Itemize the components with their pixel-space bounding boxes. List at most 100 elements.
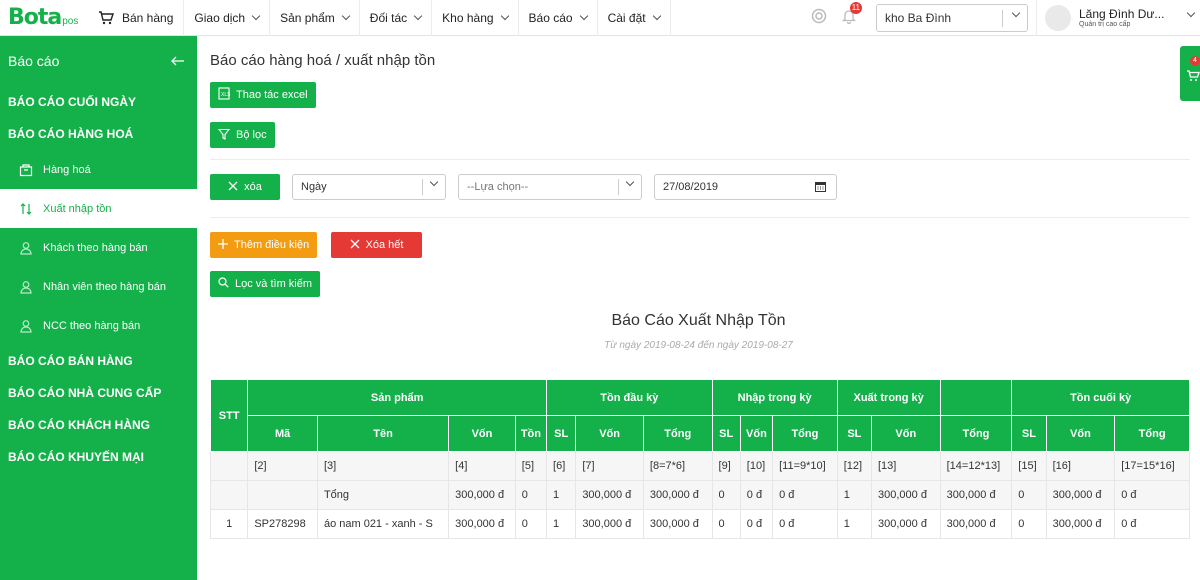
svg-text:XLS: XLS xyxy=(221,92,230,98)
add-condition-button[interactable]: Thêm điều kiện xyxy=(210,232,318,258)
date-input[interactable]: 27/08/2019 xyxy=(654,174,837,200)
chevron-down-icon xyxy=(579,11,588,21)
sidebar-item-customers-by-goods[interactable]: Khách theo hàng bán xyxy=(0,228,197,267)
cart-icon xyxy=(98,10,114,25)
table-cell: [5] xyxy=(514,451,548,481)
table-cell: 300,000 đ xyxy=(642,480,713,510)
sidebar-section-suppliers[interactable]: BÁO CÁO NHÀ CUNG CẤP xyxy=(8,386,162,400)
sub-header-cell: Tổng xyxy=(1114,415,1190,452)
table-cell: 300,000 đ xyxy=(575,480,644,510)
sidebar-section-end-of-day[interactable]: BÁO CÁO CUỐI NGÀY xyxy=(8,95,137,109)
sub-header-cell: Vốn xyxy=(575,415,644,452)
sidebar-item-label: Nhân viên theo hàng bán xyxy=(43,280,166,293)
user-role: Quản trị cao cấp xyxy=(1079,21,1131,28)
sidebar-item-staff-by-goods[interactable]: Nhân viên theo hàng bán xyxy=(0,267,197,306)
user-icon xyxy=(19,280,33,294)
calendar-icon[interactable] xyxy=(815,181,826,195)
table-cell: [15] xyxy=(1011,451,1047,481)
table-cell: 0 đ xyxy=(739,509,774,539)
chevron-down-icon xyxy=(251,11,261,21)
store-select[interactable]: kho Ba Đình xyxy=(876,3,1028,32)
table-cell: [12] xyxy=(836,451,873,481)
nav-settings[interactable]: Cài đặt xyxy=(596,0,671,36)
support-button[interactable] xyxy=(804,0,834,36)
sub-header-cell: Mã xyxy=(247,415,318,452)
nav-transactions[interactable]: Giao dịch xyxy=(183,0,269,36)
nav-products[interactable]: Sản phẩm xyxy=(269,0,359,36)
table-cell xyxy=(209,451,249,481)
table-cell: [4] xyxy=(448,451,516,481)
table-cell: 0 đ xyxy=(1114,480,1190,510)
sub-header-cell: Tổng xyxy=(642,415,713,452)
period-select[interactable]: Ngày xyxy=(292,174,446,200)
filter-button[interactable]: Bộ lọc xyxy=(210,122,275,148)
clear-condition-button[interactable]: xóa xyxy=(210,174,280,200)
sidebar-item-label: Hàng hoá xyxy=(43,163,91,176)
nav-partners-label: Đối tác xyxy=(369,10,408,25)
sub-header-cell: Vốn xyxy=(871,415,941,452)
sidebar-section-goods[interactable]: BÁO CÁO HÀNG HOÁ xyxy=(8,127,134,141)
sidebar-title: Báo cáo xyxy=(8,53,60,69)
clear-all-button[interactable]: Xóa hết xyxy=(331,232,422,258)
sub-header-cell: Tên xyxy=(316,415,450,452)
col-group-import: Nhập trong kỳ xyxy=(711,379,838,416)
table-cell: 300,000 đ xyxy=(448,480,516,510)
table-cell: 300,000 đ xyxy=(939,480,1013,510)
nav-transactions-label: Giao dịch xyxy=(194,10,246,25)
user-menu[interactable]: Lăng Đình Dư... Quản trị cao cấp xyxy=(1036,0,1200,36)
cart-icon xyxy=(1186,70,1200,85)
option-select[interactable]: --Lựa chọn-- xyxy=(458,174,642,200)
nav-partners[interactable]: Đối tác xyxy=(358,0,431,36)
option-select-placeholder: --Lựa chọn-- xyxy=(467,181,529,193)
clear-all-label: Xóa hết xyxy=(365,239,404,251)
sidebar-section-customers[interactable]: BÁO CÁO KHÁCH HÀNG xyxy=(8,418,150,432)
table-cell: 300,000 đ xyxy=(642,509,713,539)
table-cell: [17=15*16] xyxy=(1114,451,1190,481)
sidebar: Báo cáo BÁO CÁO CUỐI NGÀY BÁO CÁO HÀNG H… xyxy=(0,36,197,580)
table-cell: 0 đ xyxy=(772,509,838,539)
brand-logo[interactable]: Bota pos xyxy=(0,0,88,36)
divider xyxy=(210,159,1190,160)
nav-sales[interactable]: Bán hàng xyxy=(88,0,183,36)
sidebar-item-import-export[interactable]: Xuất nhập tồn xyxy=(0,189,197,228)
table-cell: 1 xyxy=(209,509,249,539)
report-subtitle: Từ ngày 2019-08-24 đến ngày 2019-08-27 xyxy=(604,340,793,351)
nav-warehouse[interactable]: Kho hàng xyxy=(431,0,517,36)
chevron-down-icon xyxy=(341,11,351,21)
floating-cart-button[interactable]: 4 xyxy=(1180,46,1200,101)
table-cell: [13] xyxy=(871,451,941,481)
user-name: Lăng Đình Dư... xyxy=(1079,7,1165,21)
table-cell: [7] xyxy=(575,451,644,481)
excel-actions-button[interactable]: XLS Thao tác excel xyxy=(210,82,316,108)
sidebar-section-promotions[interactable]: BÁO CÁO KHUYẾN MẠI xyxy=(8,450,145,464)
report-table: STT Sản phẩm Tồn đầu kỳ Nhập trong kỳ Xu… xyxy=(209,379,1190,539)
col-group-product: Sản phẩm xyxy=(247,379,548,416)
user-icon xyxy=(19,319,33,333)
cart-count-badge: 4 xyxy=(1190,56,1200,66)
logo-text: Bota xyxy=(8,5,62,30)
table-cell: [10] xyxy=(739,451,774,481)
notification-badge: 11 xyxy=(849,1,862,14)
arrow-left-icon[interactable] xyxy=(171,53,185,69)
plus-icon xyxy=(218,238,228,252)
table-cell: 1 xyxy=(546,509,577,539)
sub-header-cell: Vốn xyxy=(448,415,516,452)
search-button[interactable]: Lọc và tìm kiếm xyxy=(210,271,321,297)
sidebar-header: Báo cáo xyxy=(0,36,197,86)
sidebar-item-goods[interactable]: Hàng hoá xyxy=(0,150,197,189)
nav-reports[interactable]: Báo cáo xyxy=(517,0,597,36)
sub-header-cell: SL xyxy=(1011,415,1047,452)
sidebar-item-supplier-by-goods[interactable]: NCC theo hàng bán xyxy=(0,306,197,345)
sidebar-section-sales[interactable]: BÁO CÁO BÁN HÀNG xyxy=(8,354,133,368)
close-icon xyxy=(350,239,360,252)
notification-button[interactable]: 11 xyxy=(834,0,864,36)
table-cell: 0 đ xyxy=(739,480,774,510)
col-group-export: Xuất trong kỳ xyxy=(836,379,941,416)
table-cell: 0 xyxy=(514,480,548,510)
sub-header-cell: Tồn xyxy=(514,415,548,452)
report-title: Báo Cáo Xuất Nhập Tồn xyxy=(611,312,786,329)
sub-header-cell: Vốn xyxy=(1045,415,1116,452)
avatar xyxy=(1045,4,1071,31)
chevron-down-icon xyxy=(1011,8,1021,17)
